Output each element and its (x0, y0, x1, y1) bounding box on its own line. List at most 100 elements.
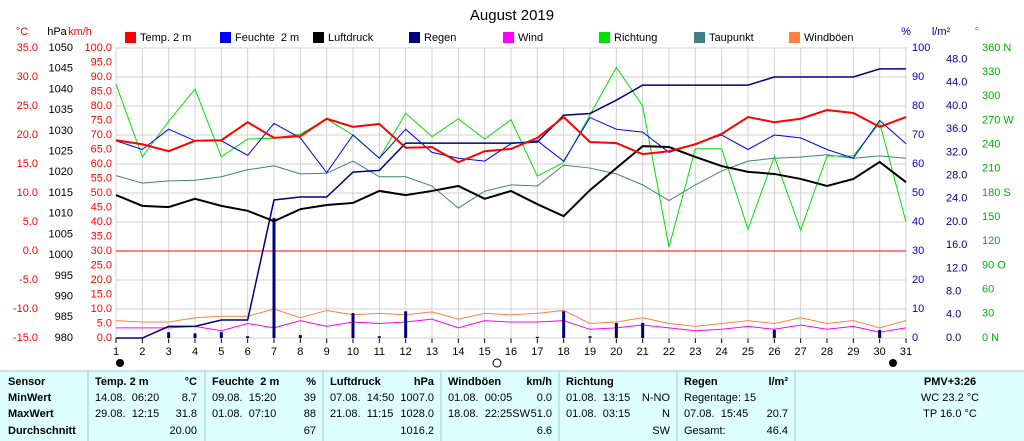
y-tick-label: 20.0 (17, 129, 38, 141)
y-tick-label: 60 (982, 284, 994, 296)
y-tick-label: 50 (912, 187, 924, 199)
x-tick-label: 13 (426, 346, 438, 358)
moon-full (889, 359, 897, 367)
rain-bar (614, 322, 618, 338)
legend-swatch (313, 32, 324, 43)
y-tick-label: 300 (982, 90, 1000, 102)
table-cell: TP 16.0 °C (923, 408, 977, 420)
y-tick-label: 90 O (982, 259, 1006, 271)
rain-bar (246, 336, 250, 338)
series-line (115, 308, 907, 329)
axis-unit: % (901, 26, 911, 38)
y-tick-label: 180 S (982, 187, 1011, 199)
x-tick-label: 1 (113, 346, 119, 358)
table-cell: WC 23.2 °C (921, 392, 979, 404)
table-cell: 20.00 (169, 425, 197, 437)
x-tick-label: 29 (847, 346, 859, 358)
y-tick-label: 1000 (49, 249, 73, 261)
rain-bar (377, 336, 381, 338)
table-header: Temp. 2 m (95, 376, 149, 388)
table-header: Sensor (8, 376, 46, 388)
table-cell: 01.08. 13:15 (566, 392, 630, 404)
table-cell: 1007.0 (400, 392, 434, 404)
table-cell: 09.08. 15:20 (212, 392, 276, 404)
x-tick-label: 16 (505, 346, 517, 358)
x-tick-label: 4 (192, 346, 198, 358)
y-tick-label: 0.0 (23, 245, 38, 257)
series-line (115, 116, 907, 174)
table-header: % (306, 376, 316, 388)
table-cell: 6.6 (537, 425, 552, 437)
x-tick-label: 17 (531, 346, 543, 358)
y-tick-label: 28.0 (946, 170, 967, 182)
y-tick-label: 12.0 (946, 262, 967, 274)
table-lines (0, 370, 1024, 441)
y-tick-label: 210 (982, 163, 1000, 175)
y-tick-label: 270 W (982, 114, 1014, 126)
y-tick-label: 48.0 (946, 54, 967, 66)
axis-unit: hPa (47, 26, 67, 38)
y-tick-label: 40 (912, 216, 924, 228)
x-tick-label: 6 (245, 346, 251, 358)
rain-bar (219, 332, 223, 338)
legend-swatch (220, 32, 231, 43)
legend-label: Windböen (804, 32, 854, 44)
x-tick-label: 20 (610, 346, 622, 358)
legend-label: Richtung (614, 32, 657, 44)
y-tick-label: 985 (55, 311, 73, 323)
rain-bar (772, 329, 776, 338)
table-cell: 39 (304, 392, 316, 404)
table-cell: 0.0 (537, 392, 552, 404)
y-tick-label: 25.0 (17, 100, 38, 112)
legend-label: Taupunkt (709, 32, 754, 44)
y-tick-label: 330 (982, 66, 1000, 78)
y-tick-label: 1030 (49, 125, 73, 137)
rain-bar (641, 322, 645, 338)
y-tick-label: -15.0 (13, 332, 38, 344)
y-tick-label: 55.0 (91, 172, 112, 184)
y-tick-label: 60 (912, 158, 924, 170)
x-tick-label: 15 (479, 346, 491, 358)
legend-label: Luftdruck (328, 32, 374, 44)
y-tick-label: 44.0 (946, 77, 967, 89)
table-cell: 20.7 (767, 408, 788, 420)
x-tick-label: 12 (400, 346, 412, 358)
x-tick-label: 19 (584, 346, 596, 358)
y-tick-label: 35.0 (17, 42, 38, 54)
table-header: Regen (684, 376, 718, 388)
y-tick-label: 85.0 (91, 85, 112, 97)
table-background (0, 371, 1024, 441)
rain-bar (535, 336, 539, 338)
y-tick-label: -5.0 (19, 274, 38, 286)
table-cell: N-NO (642, 392, 671, 404)
y-tick-label: 0 (912, 332, 918, 344)
series-line (116, 318, 907, 333)
y-tick-label: 45.0 (91, 201, 112, 213)
table-cell: 14.08. 06:20 (95, 392, 159, 404)
legend-swatch (125, 32, 136, 43)
y-tick-label: 0.0 (946, 332, 961, 344)
moon-new (492, 358, 502, 368)
y-tick-label: 30 (982, 308, 994, 320)
x-tick-label: 2 (139, 346, 145, 358)
table-header: Luftdruck (330, 376, 382, 388)
rain-bar (272, 217, 276, 338)
x-tick-label: 27 (795, 346, 807, 358)
y-tick-label: 10 (912, 303, 924, 315)
x-tick-label: 30 (874, 346, 886, 358)
table-cell: Regentage: 15 (684, 392, 756, 404)
table-header: PMV+3:26 (924, 376, 976, 388)
table-cell: SW (652, 425, 670, 437)
y-tick-label: 65.0 (91, 143, 112, 155)
legend-swatch (503, 32, 514, 43)
x-tick-label: 18 (558, 346, 570, 358)
x-tick-label: 24 (716, 346, 728, 358)
y-tick-label: 360 N (982, 42, 1011, 54)
y-tick-label: 36.0 (946, 123, 967, 135)
y-tick-label: 30.0 (17, 71, 38, 83)
rain-total-line (116, 68, 906, 339)
y-tick-label: 1040 (49, 83, 73, 95)
y-tick-label: 1015 (49, 187, 73, 199)
legend-label: Feuchte 2 m (235, 32, 299, 44)
x-tick-label: 22 (663, 346, 675, 358)
